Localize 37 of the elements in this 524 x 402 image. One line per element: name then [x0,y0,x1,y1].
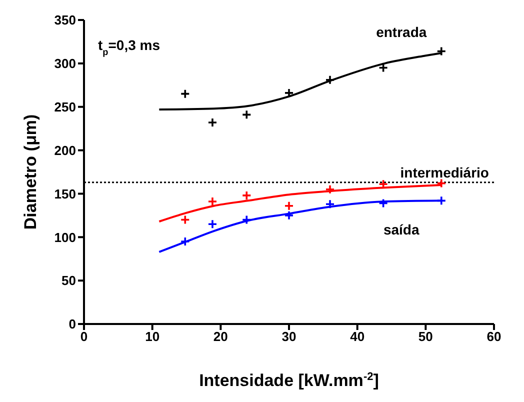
point [208,118,218,128]
x-axis-title: Intensidade [kW.mm$^{-2}$] [199,371,379,390]
x-tick-label: 60 [486,329,502,344]
y-tick-label: 150 [54,186,76,202]
x-tick-label: 20 [213,329,228,344]
x-tick-label: 10 [145,329,160,344]
ref-line-label: intermediário [400,164,489,180]
x-tick-label: 0 [80,329,88,344]
y-axis-title: Diametro (μm) [21,114,40,230]
point [208,196,218,206]
point [180,88,190,99]
point [284,210,294,220]
point [242,190,252,200]
point [325,199,335,210]
y-tick-label: 250 [54,99,76,114]
point [325,184,335,194]
series-label: entrada [376,24,427,40]
point [378,198,388,208]
point [284,200,294,211]
point [180,236,190,246]
point [242,110,252,120]
series-label: saída [383,222,420,238]
x-tick-label: 30 [282,329,296,344]
annotation: t$_{p}$=0,3 ms [98,37,160,57]
y-tick-label: 0 [68,316,76,332]
y-tick-label: 50 [62,273,76,288]
y-tick-label: 200 [54,142,76,158]
point [208,219,218,230]
y-tick-label: 100 [54,230,76,245]
y-tick-label: 350 [54,12,76,28]
point [180,214,190,225]
point [436,196,446,206]
point [325,75,335,85]
x-tick-label: 50 [418,329,433,344]
point [242,214,252,225]
y-tick-label: 300 [54,56,76,72]
x-tick-label: 40 [350,329,365,344]
